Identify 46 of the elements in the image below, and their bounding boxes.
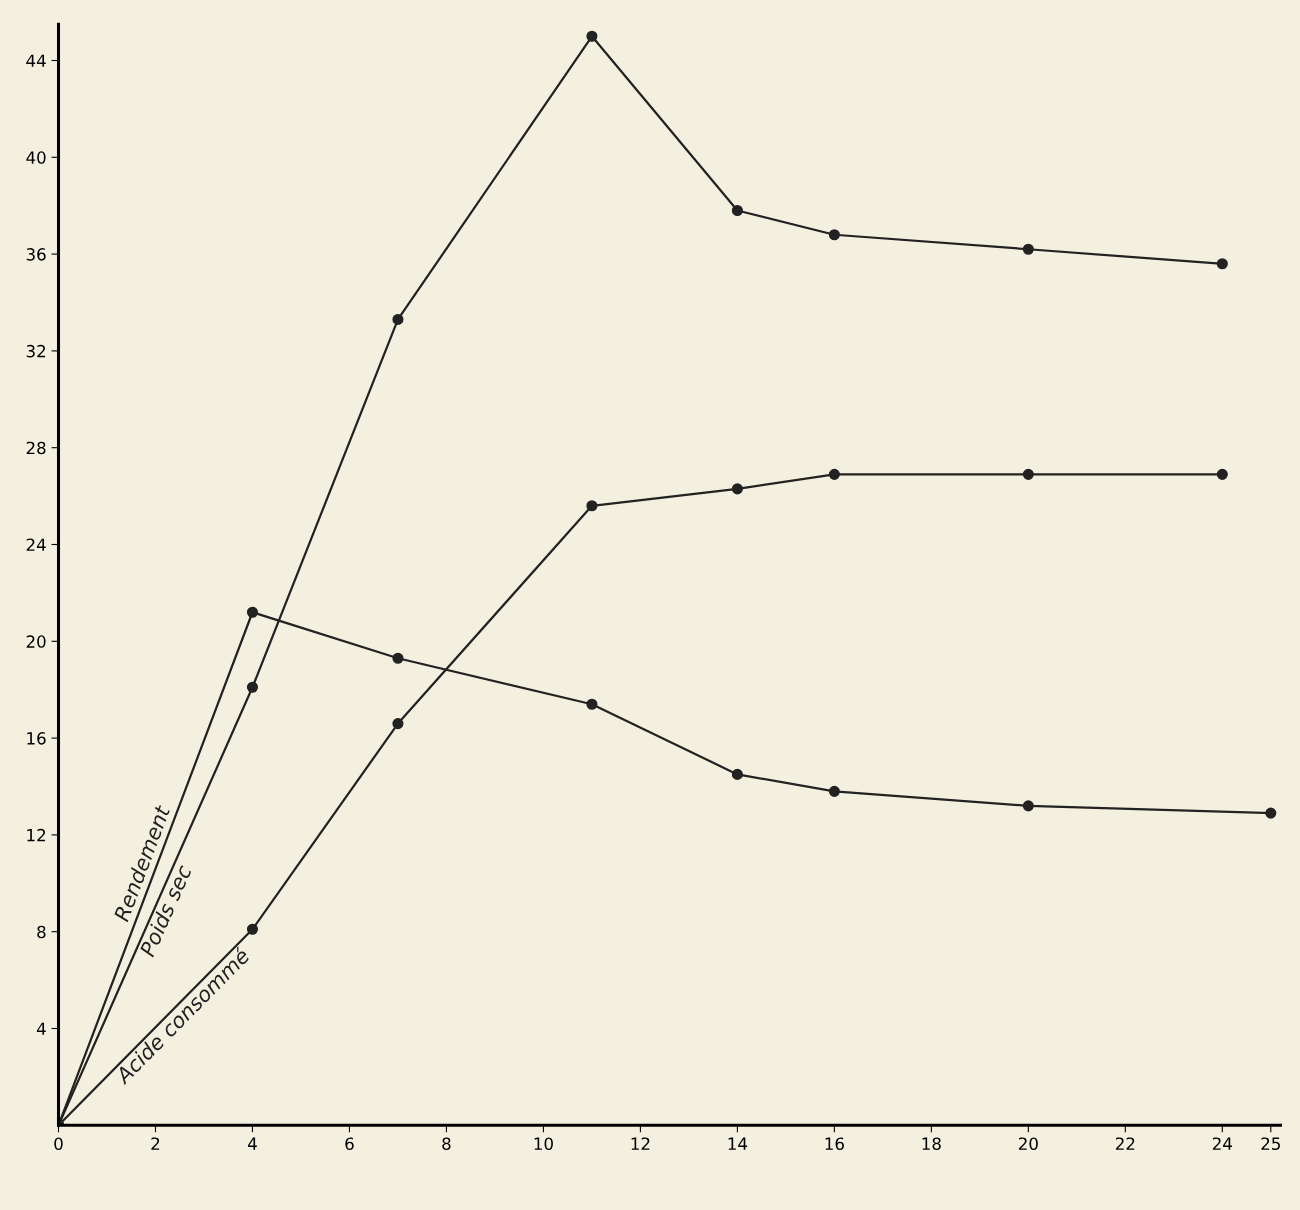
y-tick-label: 28 bbox=[26, 441, 46, 455]
x-tick-label: 6 bbox=[345, 1137, 354, 1151]
x-tick-label: 8 bbox=[442, 1137, 451, 1151]
point bbox=[731, 204, 743, 217]
x-tick-label: 4 bbox=[247, 1137, 257, 1150]
point bbox=[246, 681, 259, 693]
point bbox=[1216, 258, 1228, 270]
x-tick-label: 16 bbox=[825, 1137, 844, 1151]
y-tick-label: 20 bbox=[26, 635, 46, 648]
point bbox=[586, 500, 598, 512]
point bbox=[731, 483, 743, 495]
point bbox=[246, 606, 259, 618]
point bbox=[586, 698, 598, 710]
point bbox=[1216, 468, 1228, 480]
point bbox=[731, 768, 743, 780]
point bbox=[1022, 800, 1034, 812]
x-tick-label: 14 bbox=[728, 1137, 748, 1150]
point bbox=[246, 923, 259, 935]
point bbox=[828, 468, 840, 480]
y-tick-label: 16 bbox=[27, 732, 46, 745]
point bbox=[1022, 243, 1034, 255]
x-tick-label: 10 bbox=[534, 1137, 553, 1151]
point bbox=[586, 30, 598, 42]
x-tick-label: 0 bbox=[54, 1137, 63, 1151]
y-tick-label: 12 bbox=[27, 828, 46, 842]
y-tick-label: 32 bbox=[26, 344, 46, 358]
y-tick-label: 8 bbox=[37, 925, 46, 939]
point bbox=[392, 313, 404, 325]
x-tick-label: 25 bbox=[1261, 1137, 1280, 1151]
y-tick-label: 36 bbox=[26, 248, 46, 261]
point bbox=[1022, 468, 1034, 480]
y-tick-label: 24 bbox=[26, 538, 46, 551]
x-tick-label: 12 bbox=[631, 1137, 650, 1150]
point bbox=[392, 652, 404, 664]
point bbox=[1265, 807, 1277, 819]
point bbox=[392, 718, 404, 730]
y-tick-label: 4 bbox=[36, 1022, 46, 1035]
point bbox=[828, 785, 840, 797]
x-tick-label: 24 bbox=[1212, 1137, 1232, 1150]
y-tick-label: 40 bbox=[26, 151, 46, 164]
point bbox=[828, 229, 840, 241]
x-tick-label: 2 bbox=[151, 1137, 160, 1150]
x-tick-label: 18 bbox=[922, 1137, 941, 1151]
x-tick-label: 22 bbox=[1115, 1137, 1135, 1150]
y-tick-label: 44 bbox=[26, 54, 46, 67]
x-tick-label: 20 bbox=[1018, 1137, 1038, 1151]
